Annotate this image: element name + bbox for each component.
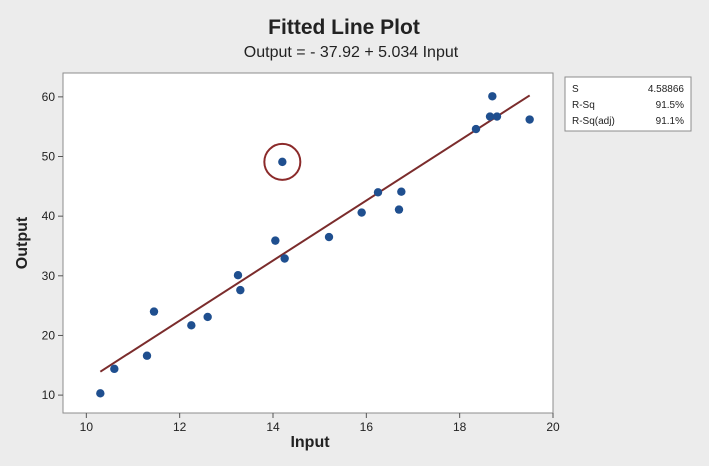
- y-tick-label: 30: [42, 269, 56, 283]
- data-point: [471, 124, 481, 134]
- x-tick-label: 10: [80, 420, 94, 434]
- data-point: [278, 157, 287, 167]
- statistics-box: S 4.58866 R-Sq 91.5% R-Sq(adj) 91.1%: [564, 76, 692, 132]
- statistics-box-frame: [564, 76, 692, 132]
- x-axis-title: Input: [290, 434, 330, 451]
- data-point: [96, 389, 105, 398]
- data-point: [280, 254, 289, 263]
- x-tick-label: 12: [173, 420, 187, 434]
- data-point: [373, 188, 383, 197]
- stat-label-s: S: [572, 84, 579, 95]
- data-point: [233, 271, 243, 280]
- chart-subtitle: Output = - 37.92 + 5.034 Input: [244, 44, 459, 61]
- stat-value-r-sq-adj: 91.1%: [656, 116, 684, 127]
- y-axis: 10 20 30 40 50 60: [42, 90, 63, 402]
- data-point: [149, 307, 159, 316]
- y-tick-label: 50: [42, 150, 56, 164]
- x-tick-label: 20: [546, 420, 560, 434]
- data-point: [236, 285, 245, 295]
- data-points: [96, 92, 534, 398]
- y-tick-label: 40: [42, 209, 56, 223]
- data-point: [488, 92, 497, 101]
- data-point: [357, 208, 366, 217]
- stat-value-r-sq: 91.5%: [656, 100, 684, 111]
- x-tick-label: 14: [266, 420, 280, 434]
- data-point: [394, 205, 404, 214]
- outlier-highlight-circle: [263, 142, 302, 181]
- y-tick-label: 10: [42, 388, 56, 402]
- y-axis-title: Output: [14, 216, 31, 269]
- data-point: [187, 321, 196, 330]
- stat-value-s: 4.58866: [648, 84, 685, 95]
- data-point: [142, 351, 152, 360]
- data-point: [485, 112, 495, 121]
- data-point: [492, 112, 502, 121]
- stat-label-r-sq-adj: R-Sq(adj): [572, 116, 615, 127]
- data-point: [324, 232, 334, 242]
- data-point: [525, 115, 534, 124]
- data-point: [203, 312, 212, 322]
- fitted-regression-line: [99, 94, 531, 373]
- data-point: [397, 187, 406, 196]
- x-tick-label: 18: [453, 420, 467, 434]
- chart-title: Fitted Line Plot: [268, 16, 420, 39]
- plot-area: [62, 72, 554, 414]
- stat-label-r-sq: R-Sq: [572, 100, 595, 111]
- x-axis: 10 12 14 16 18 20: [80, 413, 560, 434]
- x-tick-label: 16: [360, 420, 374, 434]
- data-point: [271, 236, 280, 245]
- y-tick-label: 20: [42, 328, 56, 342]
- y-tick-label: 60: [42, 90, 56, 104]
- data-point: [110, 364, 119, 374]
